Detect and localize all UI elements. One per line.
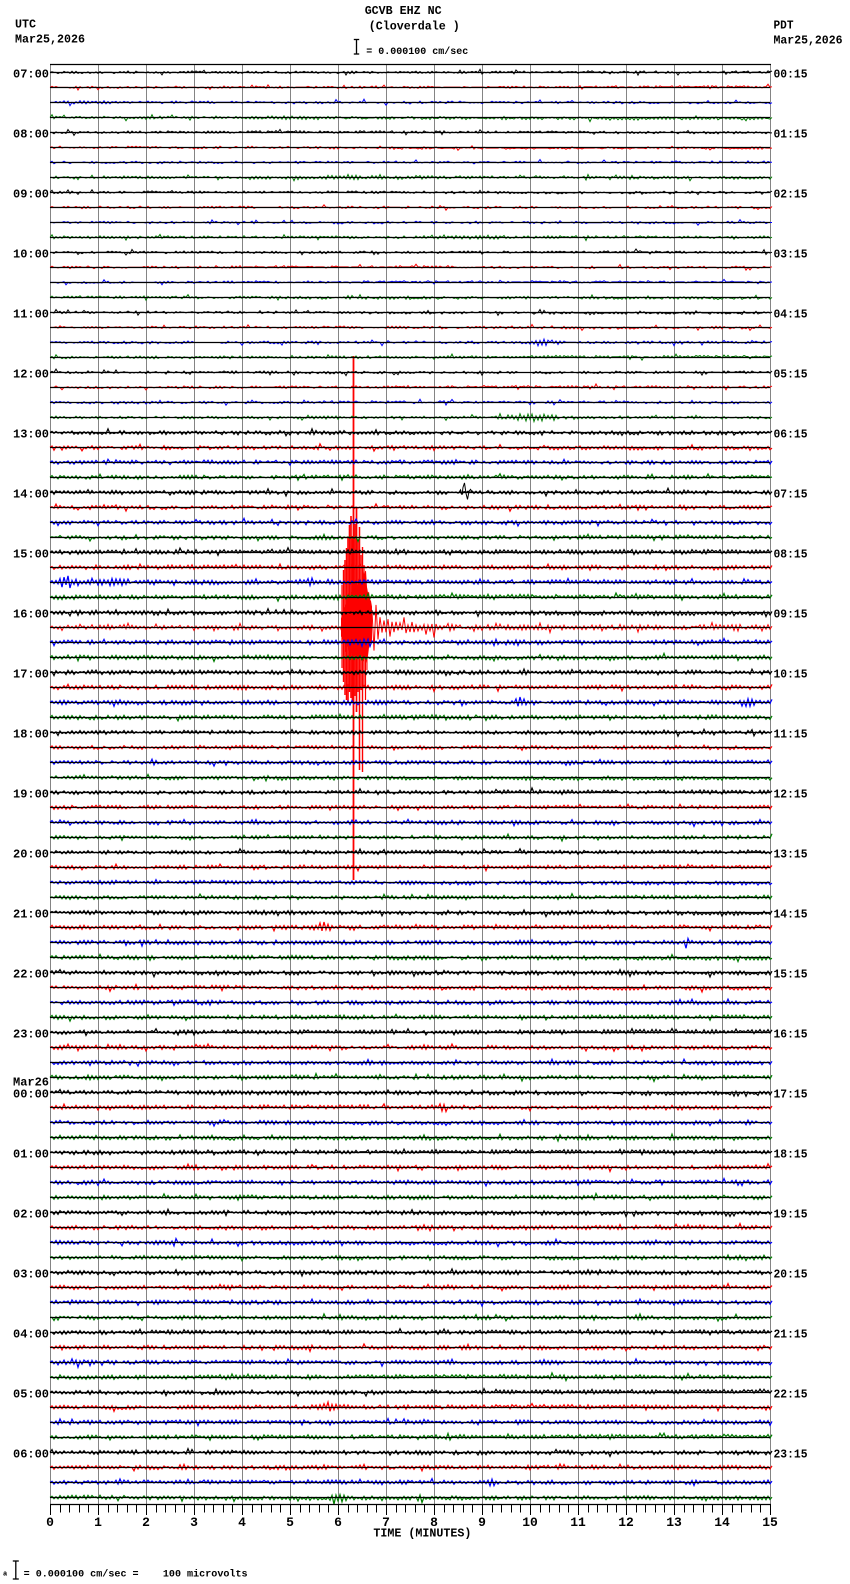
svg-text:20:15: 20:15 (774, 1268, 808, 1282)
svg-text:14:15: 14:15 (774, 908, 808, 922)
svg-text:= 0.000100 cm/sec = 100 mic: = 0.000100 cm/sec = 100 microvolts (24, 1569, 248, 1581)
svg-text:08:00: 08:00 (13, 128, 49, 142)
svg-text:10:15: 10:15 (774, 668, 808, 682)
svg-text:11:00: 11:00 (13, 308, 49, 322)
svg-text:20:00: 20:00 (13, 848, 49, 862)
svg-text:06:15: 06:15 (774, 428, 808, 442)
svg-text:21:15: 21:15 (774, 1328, 808, 1342)
svg-text:01:15: 01:15 (774, 128, 808, 142)
svg-text:23:15: 23:15 (774, 1448, 808, 1462)
svg-text:07:00: 07:00 (13, 68, 49, 82)
svg-text:5: 5 (286, 1515, 294, 1530)
svg-text:09:00: 09:00 (13, 188, 49, 202)
svg-text:13:15: 13:15 (774, 848, 808, 862)
svg-text:Mar25,2026: Mar25,2026 (15, 33, 85, 47)
svg-text:15: 15 (762, 1515, 778, 1530)
svg-text:22:00: 22:00 (13, 968, 49, 982)
svg-text:Mar25,2026: Mar25,2026 (774, 34, 843, 48)
svg-text:TIME (MINUTES): TIME (MINUTES) (373, 1527, 471, 1541)
svg-text:13: 13 (666, 1515, 682, 1530)
svg-text:15:00: 15:00 (13, 548, 49, 562)
svg-text:04:15: 04:15 (774, 308, 808, 322)
svg-text:22:15: 22:15 (774, 1388, 808, 1402)
svg-text:03:00: 03:00 (13, 1268, 49, 1282)
svg-text:13:00: 13:00 (13, 428, 49, 442)
svg-text:12:15: 12:15 (774, 788, 808, 802)
svg-text:18:00: 18:00 (13, 728, 49, 742)
svg-text:11:15: 11:15 (774, 728, 808, 742)
svg-text:19:00: 19:00 (13, 788, 49, 802)
svg-text:9: 9 (478, 1515, 486, 1530)
svg-text:1: 1 (94, 1515, 102, 1530)
svg-text:2: 2 (142, 1515, 150, 1530)
svg-text:07:15: 07:15 (774, 488, 808, 502)
svg-text:0: 0 (46, 1515, 54, 1530)
svg-text:10: 10 (522, 1515, 538, 1530)
svg-text:7: 7 (382, 1515, 390, 1530)
svg-text:PDT: PDT (774, 19, 794, 33)
svg-text:11: 11 (570, 1515, 586, 1530)
svg-text:16:00: 16:00 (13, 608, 49, 622)
svg-text:12: 12 (618, 1515, 634, 1530)
svg-text:8: 8 (430, 1515, 438, 1530)
svg-text:21:00: 21:00 (13, 908, 49, 922)
svg-text:01:00: 01:00 (13, 1148, 49, 1162)
svg-text:00:15: 00:15 (774, 68, 808, 82)
svg-text:(Cloverdale ): (Cloverdale ) (369, 19, 460, 33)
svg-text:05:15: 05:15 (774, 368, 808, 382)
svg-text:19:15: 19:15 (774, 1208, 808, 1222)
svg-text:GCVB EHZ NC: GCVB EHZ NC (365, 4, 442, 18)
svg-text:17:15: 17:15 (774, 1088, 808, 1102)
svg-text:a: a (3, 1571, 8, 1579)
svg-text:15:15: 15:15 (774, 968, 808, 982)
svg-text:04:00: 04:00 (13, 1328, 49, 1342)
svg-text:16:15: 16:15 (774, 1028, 808, 1042)
svg-text:6: 6 (334, 1515, 342, 1530)
svg-text:09:15: 09:15 (774, 608, 808, 622)
svg-text:03:15: 03:15 (774, 248, 808, 262)
svg-text:06:00: 06:00 (13, 1448, 49, 1462)
svg-text:18:15: 18:15 (774, 1148, 808, 1162)
svg-text:= 0.000100 cm/sec: = 0.000100 cm/sec (366, 46, 468, 58)
svg-text:Mar26: Mar26 (13, 1076, 49, 1090)
svg-text:02:15: 02:15 (774, 188, 808, 202)
svg-text:17:00: 17:00 (13, 668, 49, 682)
svg-text:14: 14 (714, 1515, 730, 1530)
svg-text:3: 3 (190, 1515, 198, 1530)
svg-text:UTC: UTC (15, 18, 36, 32)
svg-text:4: 4 (238, 1515, 246, 1530)
svg-text:05:00: 05:00 (13, 1388, 49, 1402)
svg-text:08:15: 08:15 (774, 548, 808, 562)
svg-text:10:00: 10:00 (13, 248, 49, 262)
svg-text:23:00: 23:00 (13, 1028, 49, 1042)
svg-text:02:00: 02:00 (13, 1208, 49, 1222)
svg-text:12:00: 12:00 (13, 368, 49, 382)
svg-text:14:00: 14:00 (13, 488, 49, 502)
svg-text:00:00: 00:00 (13, 1088, 49, 1102)
